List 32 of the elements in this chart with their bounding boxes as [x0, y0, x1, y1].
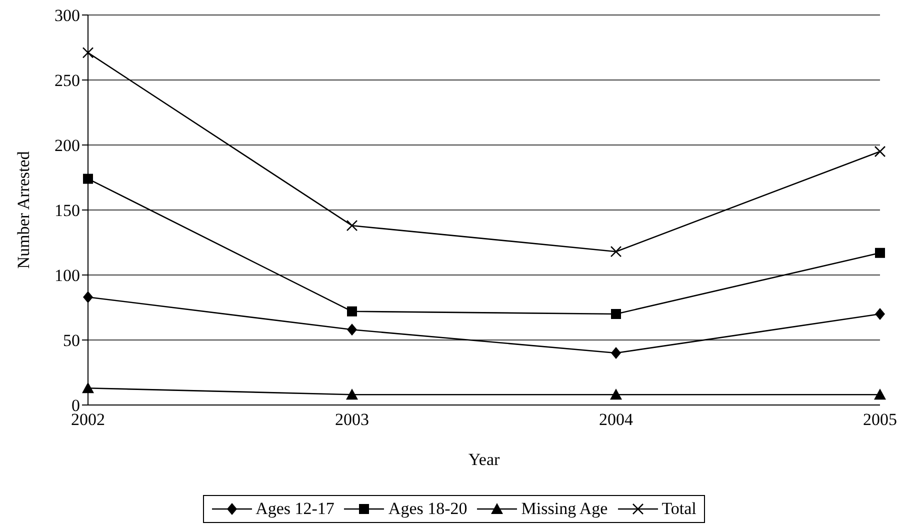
point [611, 347, 621, 359]
y-tick-label: 250 [54, 71, 80, 90]
y-axis-title: Number Arrested [14, 150, 34, 269]
legend-label: Ages 12-17 [256, 499, 334, 519]
y-tick-label: 150 [54, 201, 80, 220]
point [347, 324, 357, 336]
point [610, 246, 622, 258]
point [83, 291, 93, 304]
point [611, 309, 621, 319]
point [82, 382, 94, 394]
point [346, 388, 358, 400]
point [83, 174, 93, 184]
point [875, 248, 885, 258]
point [346, 220, 358, 232]
x-tick-label: 2002 [71, 410, 105, 430]
point [875, 308, 885, 320]
point [610, 388, 622, 400]
y-tick-label: 50 [63, 331, 80, 350]
y-tick-label: 200 [54, 136, 80, 156]
point [874, 388, 886, 400]
point [874, 146, 886, 158]
legend-label: Ages 18-20 [388, 499, 468, 519]
x-tick-label: 2004 [599, 410, 634, 430]
point [347, 306, 357, 316]
x-tick-label: 2005 [863, 410, 897, 430]
y-tick-label: 300 [54, 6, 80, 26]
point [82, 47, 94, 58]
x-tick-label: 2003 [335, 410, 369, 430]
x-axis-title: Year [468, 450, 500, 469]
y-tick-label: 100 [54, 266, 80, 286]
legend-label: Missing Age [521, 499, 608, 519]
legend-label: Total [662, 499, 696, 519]
